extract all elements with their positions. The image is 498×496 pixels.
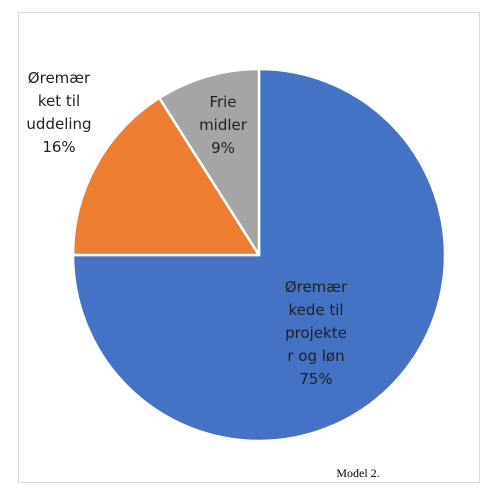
slice-label-free-funds: Frie midler 9% [199, 93, 248, 157]
slice-label-line: projekte [285, 324, 347, 342]
pie-slice-distribution [71, 96, 261, 257]
slice-label-projects-and-salary: Øremær kede til projekte r og løn 75% [285, 278, 348, 388]
slice-label-line: 9% [211, 139, 235, 157]
pie-slice-free-funds [158, 67, 261, 257]
figure-caption: Model 2. [336, 466, 380, 480]
slice-label-distribution: Øremær ket til uddeling 16% [26, 69, 91, 156]
slice-label-line: uddeling [26, 115, 91, 133]
slice-label-line: Øremær [285, 278, 348, 296]
slice-label-line: Øremær [28, 69, 91, 87]
slice-label-line: midler [199, 116, 248, 134]
slice-label-line: r og løn [287, 347, 344, 365]
slice-label-line: ket til [38, 92, 80, 110]
slice-label-line: kede til [288, 301, 343, 319]
slice-label-line: 75% [299, 370, 332, 388]
slice-label-line: Frie [209, 93, 236, 111]
slice-label-line: 16% [42, 138, 75, 156]
